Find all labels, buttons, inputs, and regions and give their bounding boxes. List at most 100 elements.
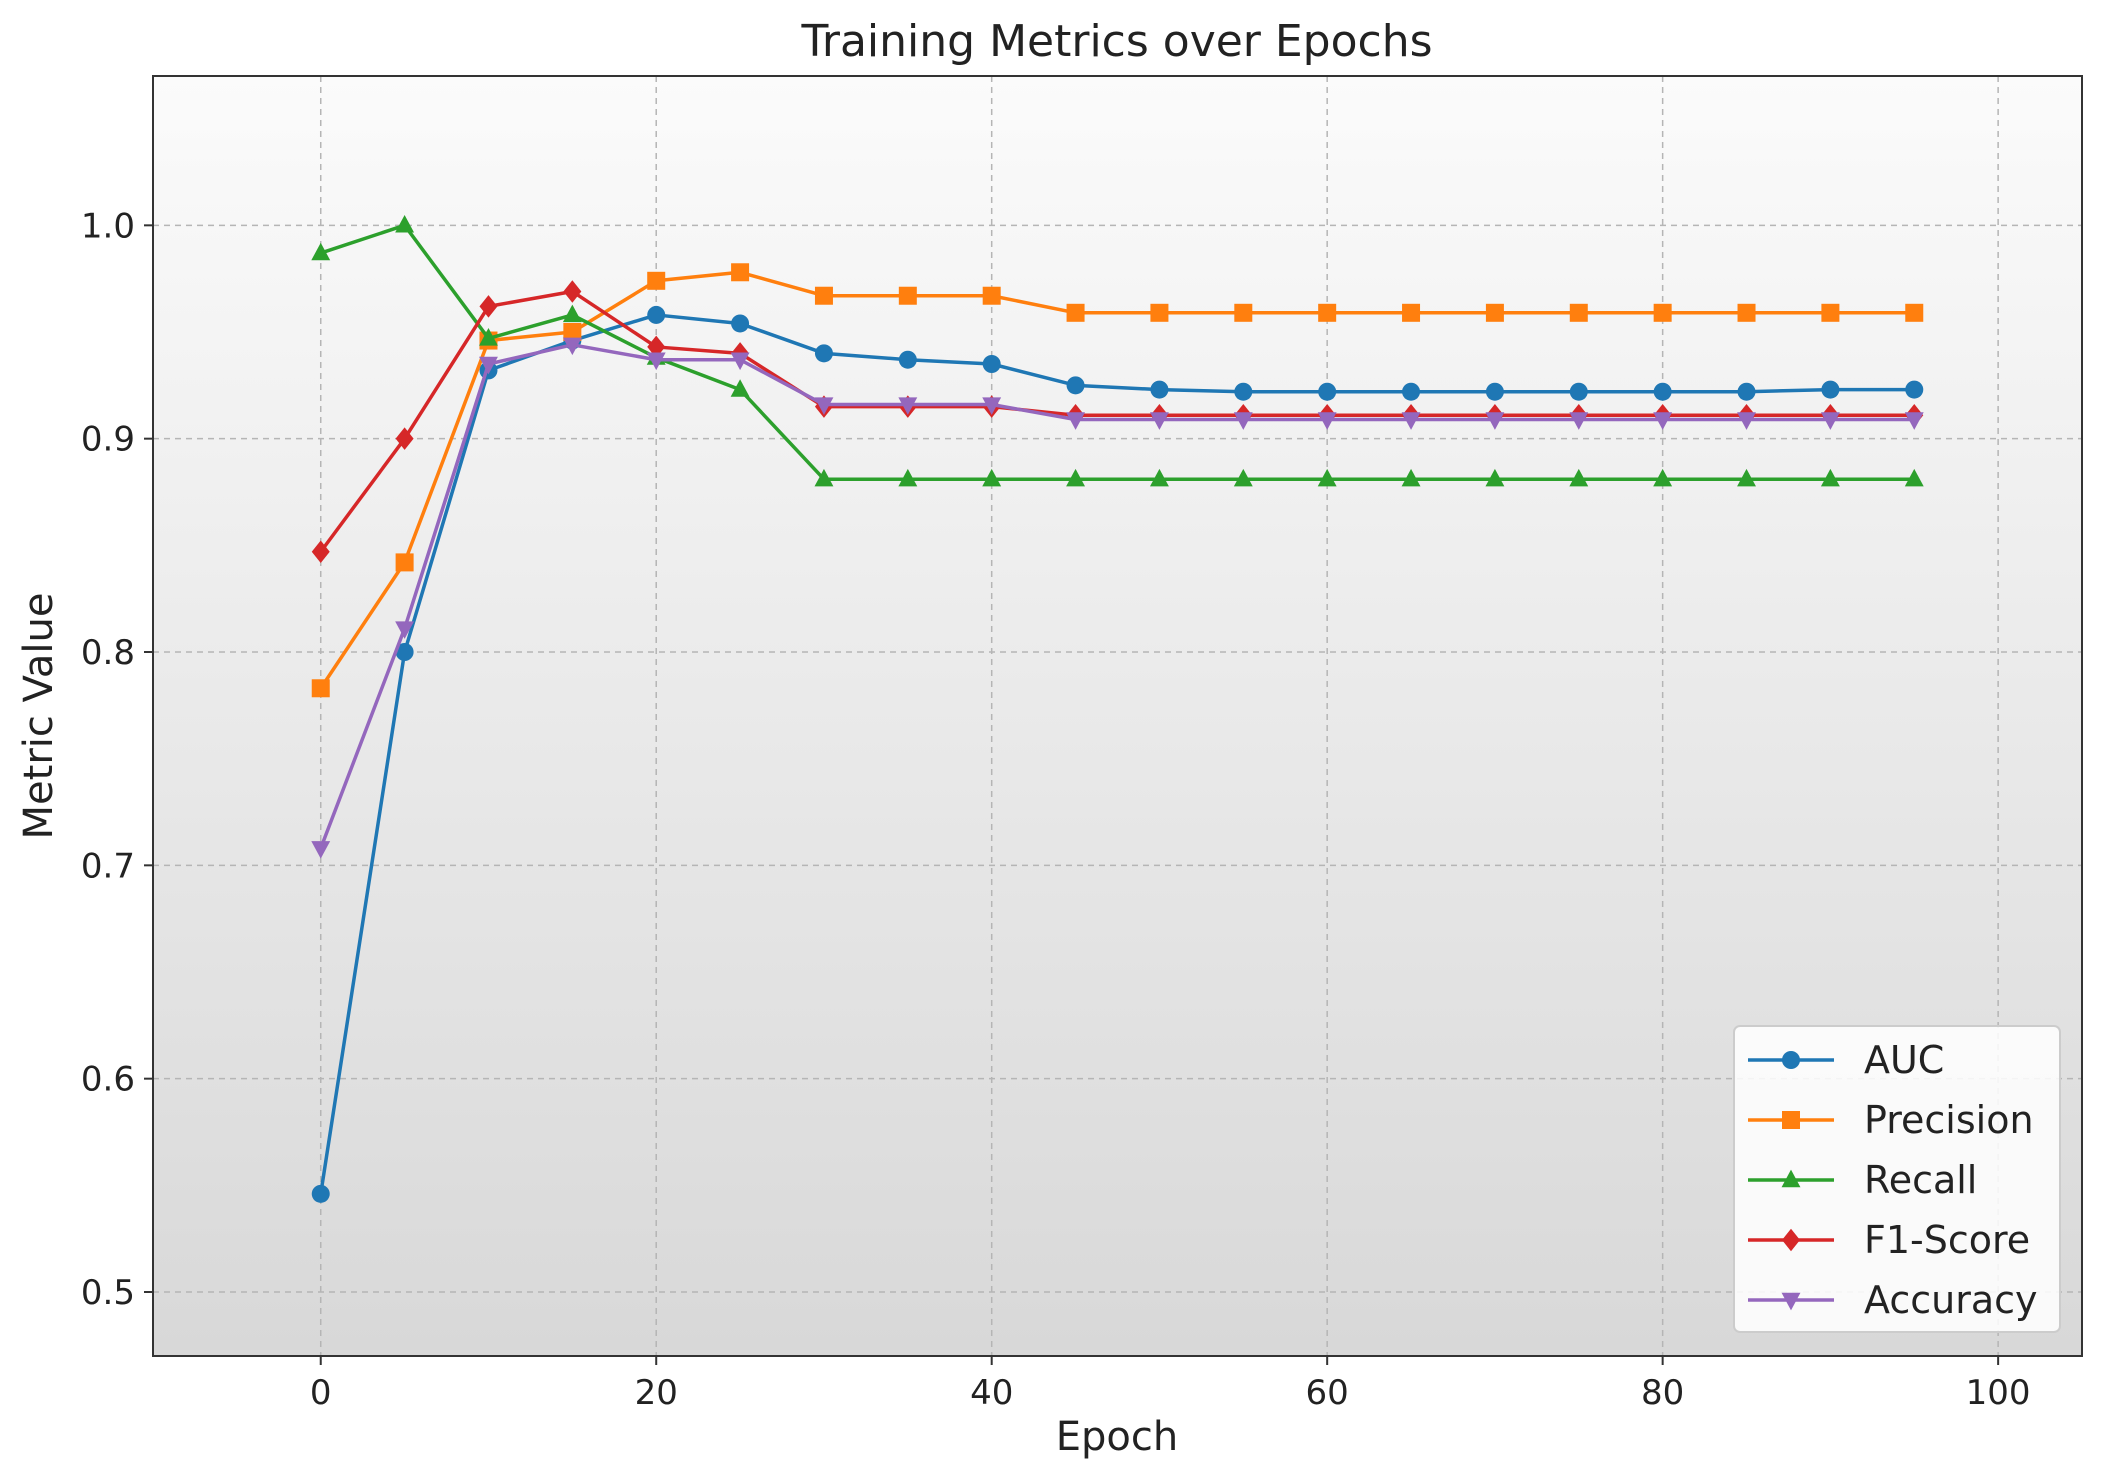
data-point-precision — [1402, 303, 1421, 322]
data-point-precision — [311, 679, 330, 698]
data-point-precision — [898, 286, 917, 305]
legend-item-recall: Recall — [1748, 1158, 1977, 1202]
series-group — [311, 214, 1924, 1203]
data-point-precision — [1485, 303, 1504, 322]
plot-frame — [152, 75, 2083, 1357]
data-point-recall — [1401, 468, 1421, 487]
x-tick-label: 80 — [1641, 1373, 1684, 1413]
data-point-precision — [1234, 303, 1253, 322]
data-point-auc — [898, 350, 917, 369]
data-point-auc — [311, 1184, 330, 1203]
y-axis-label: Metric Value — [16, 593, 62, 840]
data-point-recall — [1233, 468, 1253, 487]
data-point-precision — [1905, 303, 1924, 322]
data-point-accuracy — [1820, 412, 1840, 430]
data-point-accuracy — [646, 352, 666, 371]
data-point-accuracy — [1653, 412, 1673, 430]
x-axis-label: Epoch — [1056, 1414, 1178, 1460]
legend-marker-precision — [1782, 1111, 1800, 1129]
data-point-recall — [982, 468, 1002, 487]
data-point-auc — [1150, 380, 1169, 399]
data-point-accuracy — [1317, 412, 1337, 430]
legend-box — [1733, 1025, 2061, 1333]
series-line-auc — [319, 313, 1915, 1195]
data-point-f1-score — [563, 280, 582, 303]
data-point-precision — [1821, 303, 1840, 322]
data-point-accuracy — [814, 397, 834, 415]
data-point-f1-score — [395, 427, 414, 450]
data-point-auc — [1402, 382, 1421, 401]
data-point-recall — [1653, 468, 1673, 487]
legend-marker-auc — [1782, 1051, 1800, 1069]
data-point-auc — [814, 344, 833, 363]
data-point-precision — [1653, 303, 1672, 322]
data-point-accuracy — [1569, 412, 1589, 430]
data-point-precision — [1150, 303, 1169, 322]
y-tick-label: 1.0 — [81, 206, 135, 246]
data-point-recall — [1569, 468, 1589, 487]
data-point-accuracy — [1904, 412, 1924, 430]
data-point-auc — [1318, 382, 1337, 401]
legend: AUC Precision Recall F1-Score Accuracy — [1733, 1025, 2061, 1333]
legend-label-f1-score: F1-Score — [1864, 1218, 2030, 1262]
y-tick-label: 0.5 — [81, 1273, 135, 1313]
series-line-accuracy — [319, 343, 1915, 849]
data-point-auc — [1737, 382, 1756, 401]
x-tick-label: 100 — [1966, 1373, 2031, 1413]
data-point-accuracy — [562, 337, 582, 356]
data-point-auc — [1234, 382, 1253, 401]
legend-item-precision: Precision — [1748, 1098, 2034, 1142]
data-point-accuracy — [1737, 412, 1756, 430]
data-point-recall — [395, 214, 415, 233]
data-point-accuracy — [311, 841, 331, 859]
data-point-recall — [1317, 468, 1337, 487]
x-tick-label: 0 — [310, 1373, 332, 1413]
legend-label-auc: AUC — [1864, 1038, 1944, 1082]
data-point-recall — [730, 379, 750, 397]
y-tick-label: 0.6 — [81, 1060, 135, 1100]
data-point-auc — [1485, 382, 1504, 401]
data-point-accuracy — [898, 397, 918, 415]
x-tick-label: 60 — [1306, 1373, 1349, 1413]
series-auc — [311, 305, 1924, 1203]
data-point-auc — [1066, 376, 1085, 395]
data-point-recall — [1904, 468, 1924, 487]
data-point-recall — [1066, 468, 1086, 487]
data-point-accuracy — [1066, 412, 1086, 430]
data-point-auc — [1569, 382, 1588, 401]
legend-marker-accuracy — [1781, 1292, 1801, 1311]
series-line-recall — [320, 223, 1915, 481]
data-point-recall — [311, 242, 331, 261]
data-point-accuracy — [395, 621, 415, 639]
data-point-auc — [1905, 380, 1924, 399]
axis-ticks: 0 20 40 60 80 100 0.5 0.6 0.7 0.8 0.9 1.0 — [81, 206, 2031, 1413]
data-point-auc — [395, 643, 414, 661]
legend-marker-f1-score — [1782, 1228, 1800, 1252]
data-point-auc — [1821, 380, 1840, 399]
data-point-precision — [731, 263, 750, 282]
data-point-precision — [1569, 303, 1588, 322]
series-line-f1-score — [319, 289, 1915, 553]
data-point-recall — [479, 328, 498, 346]
data-point-recall — [562, 304, 582, 323]
data-point-precision — [814, 286, 833, 305]
data-point-recall — [1737, 468, 1756, 487]
data-point-accuracy — [982, 397, 1002, 415]
data-point-f1-score — [479, 295, 498, 318]
legend-label-accuracy: Accuracy — [1864, 1278, 2038, 1322]
y-tick-label: 0.7 — [81, 846, 135, 886]
legend-label-recall: Recall — [1864, 1158, 1977, 1202]
data-point-f1-score — [311, 540, 330, 563]
data-point-precision — [563, 323, 582, 341]
data-point-precision — [395, 553, 414, 572]
chart-title: Training Metrics over Epochs — [800, 16, 1432, 67]
data-point-precision — [982, 286, 1001, 305]
data-point-accuracy — [1233, 412, 1253, 430]
data-point-auc — [647, 305, 666, 324]
data-point-recall — [898, 468, 918, 487]
data-point-accuracy — [1149, 412, 1169, 430]
y-tick-label: 0.8 — [81, 633, 135, 673]
data-point-auc — [982, 355, 1001, 373]
data-point-accuracy — [479, 356, 498, 375]
